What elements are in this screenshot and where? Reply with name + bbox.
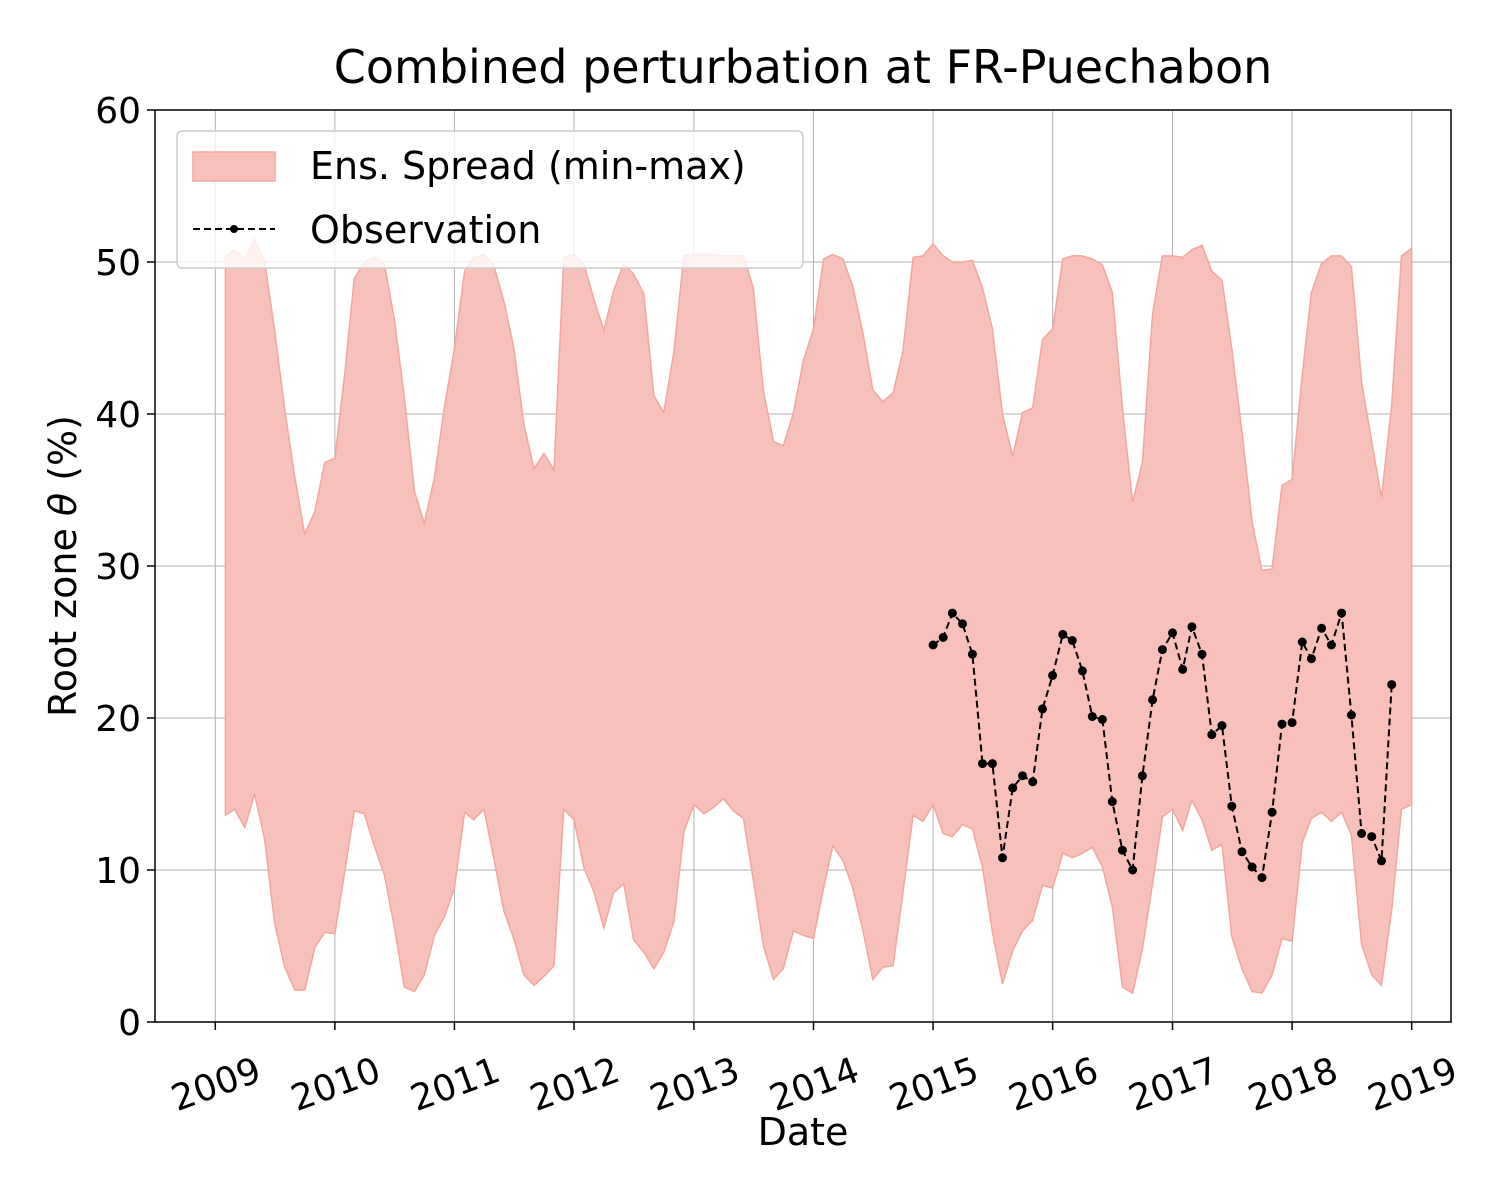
observation-point — [1107, 797, 1117, 807]
observation-point — [1058, 629, 1068, 639]
x-tick-label: 2016 — [1004, 1050, 1104, 1120]
observation-point — [1018, 771, 1027, 781]
legend: Ens. Spread (min-max) Observation — [176, 130, 804, 269]
x-tick-label: 2019 — [1363, 1050, 1463, 1120]
observation-point — [928, 640, 938, 650]
legend-label-observation: Observation — [310, 208, 541, 252]
observation-points — [928, 608, 1397, 883]
x-tick-label: 2009 — [166, 1050, 266, 1120]
observation-point — [998, 853, 1007, 863]
observation-point — [1297, 637, 1307, 647]
x-axis-label: Date — [758, 1110, 849, 1154]
x-tick-label: 2013 — [645, 1050, 745, 1120]
y-tick-label: 20 — [95, 699, 141, 740]
y-tick-label: 0 — [118, 1003, 141, 1044]
chart-title: Combined perturbation at FR-Puechabon — [334, 40, 1273, 94]
y-tick-label: 50 — [95, 243, 141, 284]
y-axis: 0 10 20 30 40 50 60 — [95, 91, 155, 1044]
observation-point — [1337, 608, 1347, 618]
observation-point — [1008, 783, 1018, 793]
y-tick-label: 60 — [95, 91, 141, 132]
observation-point — [1367, 832, 1377, 842]
observation-point — [1227, 801, 1237, 811]
observation-point — [1148, 695, 1158, 705]
x-tick-label: 2018 — [1243, 1050, 1343, 1120]
observation-point — [1237, 847, 1247, 857]
observation-point — [1087, 712, 1097, 721]
observation-point — [1217, 721, 1227, 731]
observation-point — [1197, 649, 1207, 659]
y-tick-label: 30 — [95, 547, 141, 588]
observation-point — [1377, 856, 1386, 866]
observation-point — [1247, 862, 1257, 872]
observation-point — [1128, 865, 1138, 875]
observation-point — [987, 759, 997, 769]
observation-point — [1168, 628, 1177, 638]
observation-point — [978, 759, 987, 769]
x-tick-label: 2012 — [525, 1050, 625, 1120]
observation-point — [1317, 623, 1327, 633]
x-tick-label: 2017 — [1123, 1050, 1223, 1120]
observation-point — [1207, 730, 1217, 740]
observation-point — [938, 632, 948, 642]
legend-frame — [176, 130, 804, 269]
y-tick-label: 40 — [95, 395, 141, 436]
observation-point — [1048, 670, 1058, 680]
observation-point — [1077, 666, 1087, 676]
observation-point — [1137, 771, 1147, 781]
observation-point — [1277, 719, 1287, 729]
legend-spread-swatch — [192, 151, 276, 182]
observation-point — [1067, 636, 1077, 645]
observation-point — [1287, 718, 1297, 728]
legend-label-spread: Ens. Spread (min-max) — [310, 144, 746, 188]
observation-point — [1117, 845, 1127, 855]
observation-point — [1178, 664, 1188, 674]
observation-point — [1257, 873, 1267, 883]
observation-point — [1028, 777, 1038, 787]
observation-point — [1267, 807, 1277, 817]
y-axis-label: Root zone θ (%) — [41, 415, 85, 717]
x-tick-label: 2011 — [405, 1050, 505, 1120]
y-tick-label: 10 — [95, 851, 141, 892]
legend-observation-marker — [230, 225, 238, 233]
observation-point — [1326, 640, 1336, 650]
observation-point — [1387, 680, 1397, 690]
observation-point — [947, 608, 957, 618]
ensemble-spread-area — [224, 237, 1413, 995]
observation-point — [967, 649, 977, 659]
x-axis: 2009 2010 2011 2012 2013 2014 2015 2016 2017 2018… — [166, 1022, 1463, 1120]
observation-point — [1157, 645, 1167, 655]
observation-point — [1038, 704, 1047, 714]
observation-point — [1187, 622, 1197, 632]
x-tick-label: 2015 — [884, 1050, 984, 1120]
x-tick-label: 2010 — [286, 1050, 386, 1120]
observation-point — [1306, 654, 1316, 664]
observation-point — [1097, 715, 1107, 724]
observation-point — [958, 619, 967, 629]
observation-point — [1346, 710, 1356, 720]
observation-point — [1357, 829, 1367, 838]
